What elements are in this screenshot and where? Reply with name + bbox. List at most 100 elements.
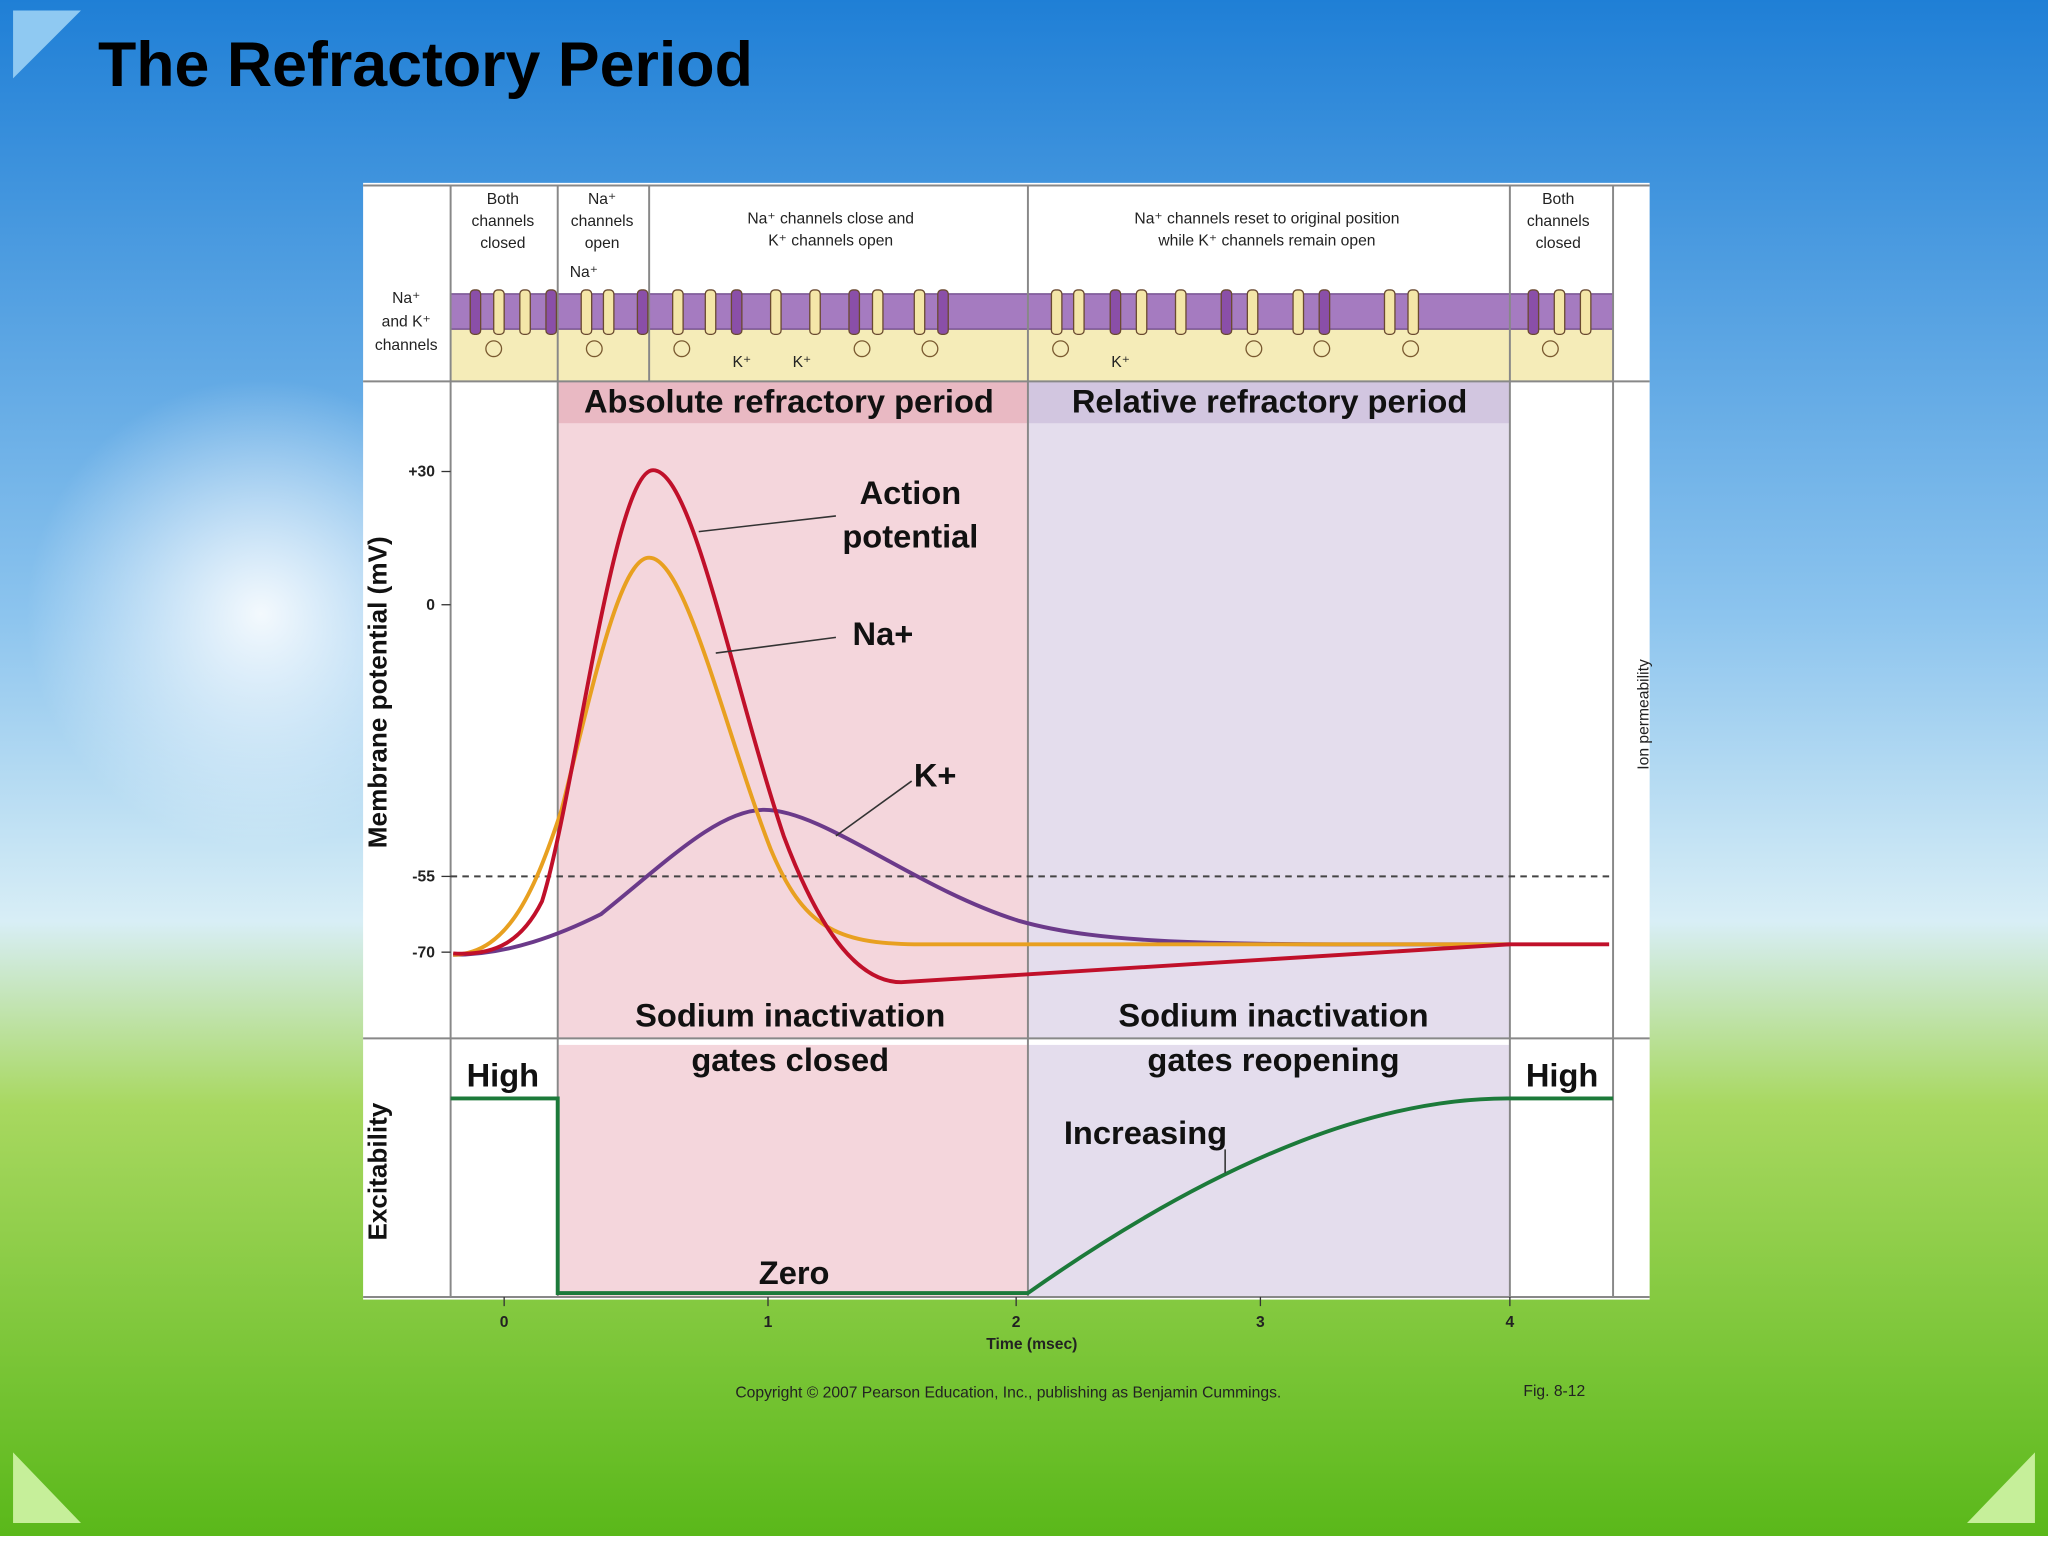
period-label: Relative refractory period <box>1072 383 1467 420</box>
channel-icon <box>636 289 649 336</box>
excitability-state: Zero <box>759 1254 830 1291</box>
channel-icon <box>871 289 884 336</box>
channel-state-label: channels <box>571 213 634 230</box>
gate-ball <box>585 340 603 358</box>
channel-icon <box>913 289 926 336</box>
relative-region <box>1027 381 1510 1039</box>
curve-label: K+ <box>914 756 957 793</box>
cytoplasm-band <box>450 329 1614 382</box>
membrane-band <box>449 293 1614 330</box>
channel-icon <box>1109 289 1122 336</box>
channel-icon <box>1220 289 1233 336</box>
excitability-curve <box>450 1096 1614 1296</box>
y-tick-label: -70 <box>412 944 435 961</box>
right-axis-label: Ion permeability <box>1635 659 1652 770</box>
channel-state-label: Both <box>1542 191 1574 208</box>
x-tick-label: 4 <box>1506 1314 1515 1331</box>
curve-label: potential <box>842 517 978 554</box>
channel-state-label: K⁺ channels open <box>768 233 893 250</box>
channel-state-label: closed <box>1536 235 1581 252</box>
gate-label: gates closed <box>691 1041 889 1078</box>
channel-icon <box>1579 289 1592 336</box>
channel-icon <box>730 289 743 336</box>
x-tick-label: 3 <box>1256 1314 1265 1331</box>
channel-icon <box>1072 289 1085 336</box>
channel-icon <box>1292 289 1305 336</box>
row-label: Na⁺ <box>392 290 420 307</box>
gate-ball <box>853 340 871 358</box>
channel-icon <box>671 289 684 336</box>
channel-icon <box>1383 289 1396 336</box>
gate-ball <box>673 340 691 358</box>
excitability-label: Excitability <box>363 1102 393 1240</box>
y-tick-label: 0 <box>426 597 435 614</box>
row-label: and K⁺ <box>382 314 431 331</box>
period-header <box>557 381 1028 424</box>
channel-icon <box>937 289 949 336</box>
x-tick-label: 2 <box>1012 1314 1021 1331</box>
gate-ball <box>1052 340 1070 358</box>
corner-decoration <box>13 1452 81 1523</box>
channel-state-label: closed <box>480 235 525 252</box>
gate-label: gates reopening <box>1147 1041 1399 1078</box>
channel-icon <box>493 289 505 336</box>
y-axis-label: Membrane potential (mV) <box>363 536 393 848</box>
curve-label: Action <box>860 474 962 511</box>
channel-state-label: Both <box>487 191 519 208</box>
gate-ball <box>1402 340 1420 358</box>
channel-icon <box>848 289 861 336</box>
corner-decoration <box>13 10 81 79</box>
channel-icon <box>1318 289 1331 336</box>
gate-label: Sodium inactivation <box>635 997 945 1034</box>
sodium-curve <box>453 555 1510 957</box>
excitability-state: High <box>1526 1057 1599 1094</box>
ion-label: Na⁺ <box>570 264 598 281</box>
channel-icon <box>1553 289 1566 336</box>
ion-label: K⁺ <box>1111 354 1130 371</box>
x-tick-label: 1 <box>764 1314 773 1331</box>
ion-label: K⁺ <box>793 354 812 371</box>
channel-icon <box>769 289 782 336</box>
action-potential-curve <box>453 468 1610 985</box>
figure-number: Fig. 8-12 <box>1523 1383 1585 1400</box>
gate-ball <box>1245 340 1263 358</box>
channel-icon <box>704 289 717 336</box>
slide-title: The Refractory Period <box>98 30 753 100</box>
excitability-state: High <box>467 1057 540 1094</box>
curve-label: Na+ <box>853 615 914 652</box>
channel-icon <box>1174 289 1187 336</box>
gate-ball <box>1313 340 1331 358</box>
leader-line <box>698 515 837 533</box>
leader-line <box>715 636 837 654</box>
gate-ball <box>485 340 503 358</box>
absolute-region <box>557 1044 1028 1297</box>
relative-region <box>1027 1044 1510 1297</box>
gate-ball <box>921 340 939 358</box>
channel-icon <box>1050 289 1063 336</box>
period-header <box>1027 381 1510 424</box>
channel-icon <box>1135 289 1148 336</box>
x-tick-label: 0 <box>500 1314 509 1331</box>
channel-state-label: Na⁺ channels close and <box>747 210 914 227</box>
channel-icon <box>1246 289 1259 336</box>
channel-state-label: while K⁺ channels remain open <box>1157 233 1375 250</box>
row-label: channels <box>375 337 438 354</box>
gate-label: Sodium inactivation <box>1118 997 1428 1034</box>
channel-state-label: channels <box>1527 213 1590 230</box>
leader-line <box>835 780 913 837</box>
channel-icon <box>545 289 558 336</box>
copyright: Copyright © 2007 Pearson Education, Inc.… <box>735 1385 1281 1402</box>
period-label: Absolute refractory period <box>584 383 994 420</box>
channel-icon <box>580 289 593 336</box>
x-axis-label: Time (msec) <box>986 1336 1077 1353</box>
excitability-state: Increasing <box>1064 1114 1227 1151</box>
channel-state-label: open <box>585 235 620 252</box>
channel-icon <box>602 289 615 336</box>
ion-label: K⁺ <box>733 354 752 371</box>
gate-ball <box>1541 340 1559 358</box>
channel-state-label: Na⁺ channels reset to original position <box>1134 210 1399 227</box>
channel-icon <box>809 289 821 336</box>
channel-state-label: Na⁺ <box>588 191 616 208</box>
figure <box>363 182 1650 1300</box>
